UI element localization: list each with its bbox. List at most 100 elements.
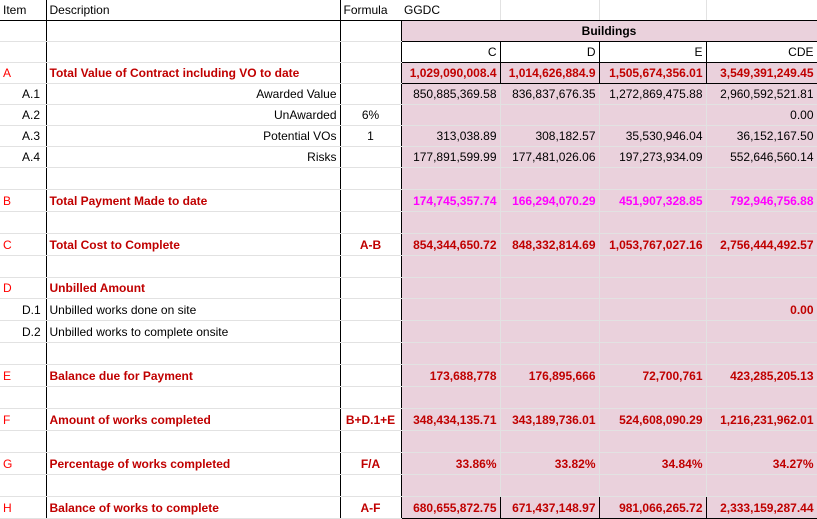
row-description[interactable]: Total Payment Made to date: [46, 189, 341, 212]
cell[interactable]: [340, 20, 402, 42]
value-c[interactable]: [401, 104, 501, 126]
column-header-d[interactable]: D: [500, 41, 600, 63]
value-e[interactable]: 1,505,674,356.01: [599, 62, 707, 84]
row-description[interactable]: Amount of works completed: [46, 408, 341, 431]
row-formula[interactable]: [340, 83, 402, 105]
cell[interactable]: [500, 255, 600, 278]
value-cde[interactable]: 34.27%: [706, 452, 817, 475]
value-c[interactable]: [401, 277, 501, 299]
cell[interactable]: [340, 167, 402, 190]
cell[interactable]: [340, 211, 402, 234]
row-description[interactable]: Risks: [46, 146, 341, 168]
value-cde[interactable]: 3,549,391,249.45: [706, 62, 817, 84]
cell[interactable]: [599, 255, 707, 278]
value-e[interactable]: 1,272,869,475.88: [599, 83, 707, 105]
row-item[interactable]: A.2: [0, 104, 47, 126]
cell[interactable]: [340, 474, 402, 497]
cell[interactable]: [500, 474, 600, 497]
cell[interactable]: [706, 342, 817, 365]
cell[interactable]: [0, 255, 47, 278]
value-cde[interactable]: 0.00: [706, 298, 817, 321]
value-e[interactable]: [599, 320, 707, 343]
value-d[interactable]: 343,189,736.01: [500, 408, 600, 431]
cell[interactable]: [401, 430, 501, 453]
value-c[interactable]: [401, 298, 501, 321]
cell[interactable]: [340, 342, 402, 365]
value-e[interactable]: 35,530,946.04: [599, 125, 707, 147]
value-c[interactable]: 33.86%: [401, 452, 501, 475]
row-description[interactable]: Unbilled Amount: [46, 277, 341, 299]
value-d[interactable]: [500, 320, 600, 343]
value-c[interactable]: 173,688,778: [401, 364, 501, 387]
cell[interactable]: [340, 386, 402, 409]
cell[interactable]: [46, 430, 341, 453]
cell[interactable]: [706, 430, 817, 453]
cell[interactable]: [0, 342, 47, 365]
row-formula[interactable]: [340, 189, 402, 212]
value-e[interactable]: 34.84%: [599, 452, 707, 475]
value-c[interactable]: 348,434,135.71: [401, 408, 501, 431]
cell[interactable]: [46, 20, 341, 42]
cell[interactable]: [401, 167, 501, 190]
value-cde[interactable]: 36,152,167.50: [706, 125, 817, 147]
cell[interactable]: [706, 255, 817, 278]
cell[interactable]: [706, 386, 817, 409]
cell[interactable]: [0, 430, 47, 453]
value-cde[interactable]: 423,285,205.13: [706, 364, 817, 387]
header-empty-e[interactable]: [599, 0, 707, 21]
cell[interactable]: [500, 342, 600, 365]
value-c[interactable]: 854,344,650.72: [401, 233, 501, 256]
value-c[interactable]: [401, 320, 501, 343]
cell[interactable]: [500, 211, 600, 234]
cell[interactable]: [401, 386, 501, 409]
row-item[interactable]: D.2: [0, 320, 47, 343]
value-cde[interactable]: 0.00: [706, 104, 817, 126]
value-cde[interactable]: 1,216,231,962.01: [706, 408, 817, 431]
value-c[interactable]: 1,029,090,008.4: [400, 62, 501, 84]
cell[interactable]: [599, 386, 707, 409]
cell[interactable]: [401, 474, 501, 497]
cell[interactable]: [46, 41, 341, 63]
row-item[interactable]: D: [0, 277, 47, 299]
value-cde[interactable]: 2,756,444,492.57: [706, 233, 817, 256]
value-d[interactable]: [500, 298, 600, 321]
cell[interactable]: [46, 211, 341, 234]
row-item[interactable]: B: [0, 189, 47, 212]
row-formula[interactable]: [340, 364, 402, 387]
row-item[interactable]: E: [0, 364, 47, 387]
column-header-c[interactable]: C: [400, 41, 501, 63]
cell[interactable]: [706, 211, 817, 234]
cell[interactable]: [401, 211, 501, 234]
row-description[interactable]: Total Value of Contract including VO to …: [46, 62, 341, 84]
row-description[interactable]: Unbilled works to complete onsite: [46, 320, 341, 343]
row-item[interactable]: A.1: [0, 83, 47, 105]
row-formula[interactable]: F/A: [340, 452, 402, 475]
row-item[interactable]: G: [0, 452, 47, 475]
value-cde[interactable]: [706, 277, 817, 299]
cell[interactable]: [340, 41, 402, 63]
cell[interactable]: [500, 167, 600, 190]
row-item[interactable]: A: [0, 62, 47, 84]
cell[interactable]: [0, 474, 47, 497]
row-description[interactable]: Unbilled works done on site: [46, 298, 341, 321]
row-description[interactable]: Potential VOs: [46, 125, 341, 147]
row-item[interactable]: A.3: [0, 125, 47, 147]
row-formula[interactable]: 1: [340, 125, 402, 147]
value-e[interactable]: [599, 298, 707, 321]
value-e[interactable]: 72,700,761: [599, 364, 707, 387]
row-formula[interactable]: B+D.1+E: [340, 408, 402, 431]
cell[interactable]: [706, 167, 817, 190]
value-d[interactable]: 176,895,666: [500, 364, 600, 387]
row-item[interactable]: A.4: [0, 146, 47, 168]
value-e[interactable]: 197,273,934.09: [599, 146, 707, 168]
cell[interactable]: [340, 430, 402, 453]
value-d[interactable]: 308,182.57: [500, 125, 600, 147]
buildings-header[interactable]: Buildings: [400, 20, 817, 42]
value-cde[interactable]: 552,646,560.14: [706, 146, 817, 168]
cell[interactable]: [706, 474, 817, 497]
cell[interactable]: [0, 41, 47, 63]
header-item[interactable]: Item: [0, 0, 47, 21]
value-cde[interactable]: 792,946,756.88: [706, 189, 817, 212]
row-item[interactable]: C: [0, 233, 47, 256]
row-item[interactable]: D.1: [0, 298, 47, 321]
